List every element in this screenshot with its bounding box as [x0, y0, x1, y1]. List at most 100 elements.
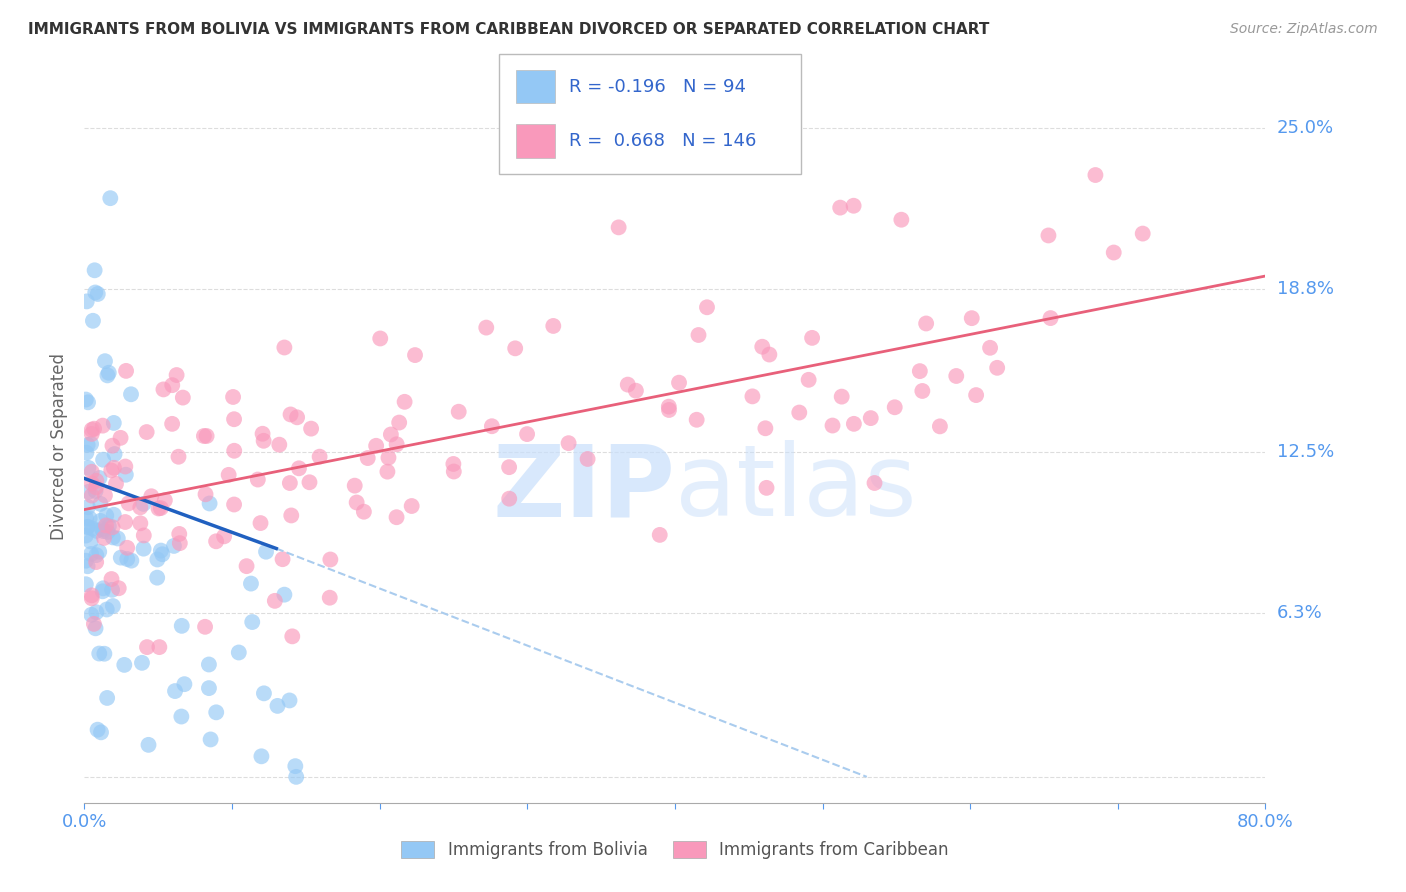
- Point: [101, 520, 124, 534]
- Point: [607, 220, 630, 235]
- Point: [945, 369, 967, 384]
- Point: [299, 422, 322, 436]
- Point: [86, 605, 108, 619]
- Point: [75, 528, 97, 542]
- Point: [77, 484, 100, 499]
- Point: [107, 581, 129, 595]
- Point: [222, 390, 245, 404]
- Point: [115, 364, 138, 378]
- Point: [1039, 311, 1062, 326]
- Point: [821, 418, 844, 433]
- Point: [758, 347, 780, 361]
- Point: [755, 481, 778, 495]
- Point: [385, 437, 408, 451]
- Text: Source: ZipAtlas.com: Source: ZipAtlas.com: [1230, 22, 1378, 37]
- Point: [218, 467, 240, 482]
- Point: [96, 690, 118, 705]
- Point: [80, 465, 103, 479]
- Point: [107, 532, 129, 546]
- Point: [308, 450, 330, 464]
- Point: [254, 545, 277, 559]
- Point: [167, 527, 190, 541]
- Point: [285, 410, 308, 425]
- Point: [79, 534, 101, 549]
- Point: [273, 588, 295, 602]
- Point: [271, 552, 294, 566]
- Text: 12.5%: 12.5%: [1277, 443, 1334, 461]
- Point: [263, 594, 285, 608]
- Point: [222, 498, 245, 512]
- Point: [915, 317, 938, 331]
- Point: [96, 368, 118, 383]
- Point: [253, 686, 276, 700]
- Point: [222, 412, 245, 426]
- Point: [830, 201, 852, 215]
- Point: [89, 471, 111, 485]
- Point: [447, 405, 470, 419]
- Point: [103, 460, 125, 475]
- Point: [163, 684, 186, 698]
- Point: [863, 475, 886, 490]
- Point: [105, 476, 128, 491]
- Point: [91, 418, 114, 433]
- Point: [195, 429, 218, 443]
- Point: [76, 559, 98, 574]
- Point: [441, 457, 464, 471]
- Point: [75, 511, 97, 525]
- Point: [153, 493, 176, 508]
- Point: [97, 366, 120, 380]
- Point: [101, 439, 124, 453]
- Point: [89, 514, 111, 528]
- Point: [75, 554, 97, 568]
- Point: [75, 577, 97, 591]
- Point: [280, 508, 302, 523]
- Point: [84, 621, 107, 635]
- Point: [252, 426, 274, 441]
- Text: 6.3%: 6.3%: [1277, 605, 1322, 623]
- Point: [787, 405, 810, 419]
- Point: [91, 584, 114, 599]
- Point: [377, 450, 399, 465]
- Point: [170, 709, 193, 723]
- Point: [284, 759, 307, 773]
- Point: [129, 500, 152, 515]
- Point: [93, 531, 115, 545]
- Point: [194, 620, 217, 634]
- Point: [89, 497, 111, 511]
- Point: [152, 383, 174, 397]
- Point: [890, 212, 912, 227]
- Point: [193, 429, 215, 443]
- Point: [87, 287, 110, 301]
- Point: [110, 431, 132, 445]
- Point: [80, 476, 103, 491]
- Point: [741, 389, 763, 403]
- Point: [443, 465, 465, 479]
- Point: [685, 413, 707, 427]
- Point: [401, 499, 423, 513]
- Point: [212, 529, 235, 543]
- Point: [103, 447, 125, 461]
- Point: [831, 390, 853, 404]
- Point: [93, 647, 115, 661]
- Point: [120, 387, 142, 401]
- Point: [80, 547, 103, 561]
- Point: [115, 541, 138, 555]
- Point: [366, 439, 388, 453]
- Point: [250, 749, 273, 764]
- Point: [194, 487, 217, 501]
- Point: [89, 545, 111, 559]
- Point: [388, 416, 411, 430]
- Text: R = -0.196   N = 94: R = -0.196 N = 94: [569, 78, 747, 95]
- Point: [110, 550, 132, 565]
- Point: [79, 511, 101, 525]
- Point: [368, 331, 391, 345]
- Point: [285, 770, 308, 784]
- Point: [169, 536, 191, 550]
- Point: [90, 725, 112, 739]
- Point: [253, 434, 276, 448]
- Point: [475, 320, 498, 334]
- Point: [280, 408, 302, 422]
- Point: [883, 401, 905, 415]
- Point: [224, 443, 246, 458]
- Point: [249, 516, 271, 530]
